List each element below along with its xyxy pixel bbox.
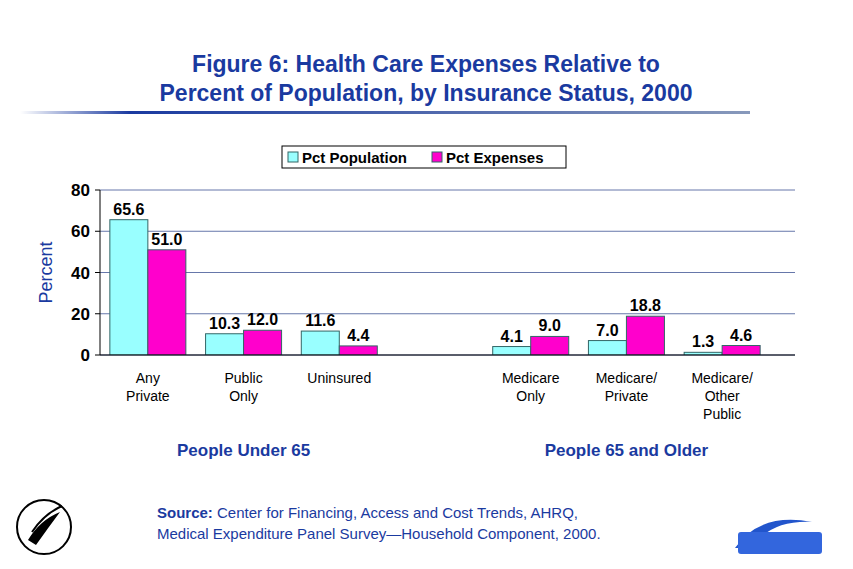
source-line: Source: Center for Financing, Access and… bbox=[157, 504, 578, 521]
data-label: 4.6 bbox=[730, 327, 752, 344]
bar bbox=[588, 341, 626, 355]
data-label: 65.6 bbox=[113, 201, 144, 218]
legend-swatch bbox=[288, 152, 298, 162]
group-label: People Under 65 bbox=[177, 441, 310, 460]
logo-block bbox=[738, 532, 822, 554]
tick bbox=[95, 231, 100, 232]
category-label: Uninsured bbox=[307, 370, 371, 386]
category-label: Medicare/Private bbox=[596, 370, 658, 404]
category-line: Any bbox=[136, 370, 160, 386]
data-label: 10.3 bbox=[209, 315, 240, 332]
bar bbox=[110, 220, 148, 355]
category-line: Only bbox=[516, 388, 545, 404]
category-line: Medicare/ bbox=[691, 370, 753, 386]
tick-label: 0 bbox=[81, 346, 90, 365]
category-label: Public Only bbox=[225, 370, 263, 404]
legend-swatch bbox=[432, 152, 442, 162]
tick-label: 20 bbox=[71, 305, 90, 324]
tick bbox=[95, 313, 100, 314]
tick-label: 40 bbox=[71, 264, 90, 283]
legend-label: Pct Population bbox=[302, 149, 407, 166]
chart: Figure 6: Health Care Expenses Relative … bbox=[0, 0, 853, 569]
category-label: Medicare Only bbox=[502, 370, 560, 404]
hhs-seal bbox=[17, 500, 71, 554]
category-line: Public bbox=[703, 406, 741, 422]
grid-line bbox=[100, 313, 795, 314]
source: Source: Center for Financing, Access and… bbox=[157, 504, 601, 542]
data-label: 18.8 bbox=[630, 297, 661, 314]
tick-label: 60 bbox=[71, 222, 90, 241]
legend-label: Pct Expenses bbox=[446, 149, 544, 166]
grid-line bbox=[100, 231, 795, 232]
data-label: 4.1 bbox=[501, 328, 523, 345]
bar bbox=[339, 346, 377, 355]
title-line: Figure 6: Health Care Expenses Relative … bbox=[192, 51, 660, 77]
y-axis bbox=[100, 190, 101, 355]
bar bbox=[531, 336, 569, 355]
agency-logo bbox=[735, 520, 822, 554]
data-label: 9.0 bbox=[539, 317, 561, 334]
category-line: Medicare/ bbox=[596, 370, 658, 386]
grid-line bbox=[100, 272, 795, 273]
bar bbox=[626, 316, 664, 355]
y-label: Percent bbox=[36, 241, 56, 303]
bar bbox=[722, 346, 760, 355]
category-line: Other bbox=[705, 388, 740, 404]
grid-line bbox=[100, 190, 795, 191]
data-labels: 65.6 10.3 11.6 4.1 7.0 1.3 51.0 12.0 4.4 9.0 18.8 4… bbox=[113, 201, 752, 351]
bar bbox=[301, 331, 339, 355]
seal-figure bbox=[32, 506, 62, 532]
title-line: Percent of Population, by Insurance Stat… bbox=[160, 80, 693, 106]
category-line: Uninsured bbox=[307, 370, 371, 386]
category-line: Private bbox=[126, 388, 170, 404]
data-label: 4.4 bbox=[347, 327, 369, 344]
legend: Pct Population Pct Expenses bbox=[282, 146, 566, 168]
group-label: People 65 and Older bbox=[545, 441, 709, 460]
grid-line bbox=[100, 355, 795, 356]
tick-label: 80 bbox=[71, 181, 90, 200]
bars bbox=[110, 220, 760, 355]
bar bbox=[244, 330, 282, 355]
category-label: Medicare/Other Public bbox=[691, 370, 753, 422]
tick bbox=[95, 190, 100, 191]
source-rest: Center for Financing, Access and Cost Tr… bbox=[213, 504, 578, 521]
tick bbox=[95, 355, 100, 356]
bar bbox=[493, 347, 531, 355]
legend-box bbox=[282, 146, 566, 168]
tick bbox=[95, 272, 100, 273]
bar bbox=[148, 250, 186, 355]
category-line: Medicare bbox=[502, 370, 560, 386]
title-underline bbox=[20, 111, 750, 114]
data-label: 7.0 bbox=[596, 322, 618, 339]
data-label: 51.0 bbox=[151, 231, 182, 248]
data-label: 12.0 bbox=[247, 311, 278, 328]
category-line: Only bbox=[229, 388, 258, 404]
data-label: 1.3 bbox=[692, 333, 714, 350]
seal-ring bbox=[17, 500, 71, 554]
x-axis bbox=[100, 355, 795, 356]
source-lead: Source: bbox=[157, 504, 213, 521]
bar bbox=[206, 334, 244, 355]
category-label: Any Private bbox=[126, 370, 170, 404]
category-line: Public bbox=[225, 370, 263, 386]
title: Figure 6: Health Care Expenses Relative … bbox=[160, 51, 693, 106]
data-label: 11.6 bbox=[305, 312, 335, 329]
category-line: Private bbox=[605, 388, 649, 404]
source-line: Medical Expenditure Panel Survey—Househo… bbox=[157, 525, 601, 542]
